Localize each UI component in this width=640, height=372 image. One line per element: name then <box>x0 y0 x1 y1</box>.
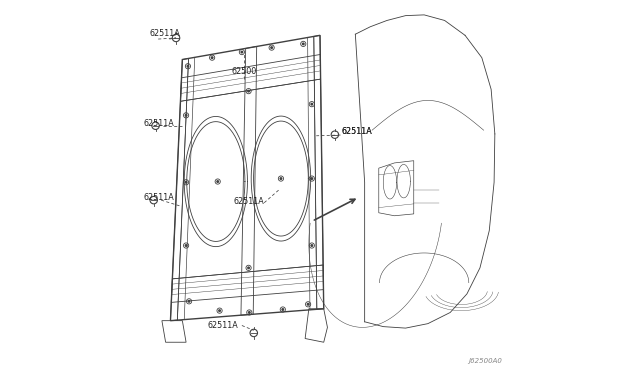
Circle shape <box>186 115 187 116</box>
Circle shape <box>280 178 282 179</box>
Circle shape <box>248 90 250 92</box>
Text: 62511A: 62511A <box>342 127 372 136</box>
Text: 62511A: 62511A <box>143 119 174 128</box>
Circle shape <box>187 65 189 67</box>
Text: 62511A: 62511A <box>234 197 265 206</box>
Circle shape <box>282 309 284 310</box>
Text: 62500: 62500 <box>231 67 257 76</box>
Circle shape <box>211 57 213 58</box>
Circle shape <box>186 245 187 246</box>
Circle shape <box>303 43 304 45</box>
Text: J62500A0: J62500A0 <box>468 358 502 364</box>
Circle shape <box>186 182 187 183</box>
Text: 62511A: 62511A <box>208 321 239 330</box>
Circle shape <box>271 47 273 48</box>
Text: 62511A: 62511A <box>342 127 372 136</box>
Circle shape <box>241 51 243 53</box>
Text: 62511A: 62511A <box>143 193 174 202</box>
Circle shape <box>311 178 312 179</box>
Circle shape <box>248 267 250 269</box>
Circle shape <box>307 304 309 305</box>
Circle shape <box>188 301 190 302</box>
Circle shape <box>248 312 250 313</box>
Circle shape <box>311 103 312 105</box>
Circle shape <box>311 245 312 246</box>
Circle shape <box>217 181 218 182</box>
Text: 62511A: 62511A <box>150 29 180 38</box>
Circle shape <box>219 310 220 311</box>
